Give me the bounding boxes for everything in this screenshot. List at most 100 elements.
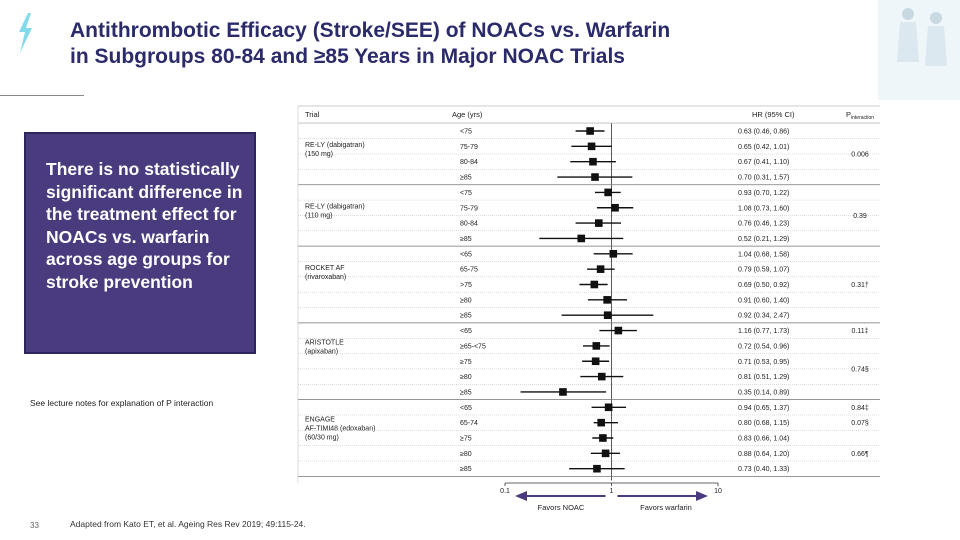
trial-name: RE-LY (dabigatran) — [305, 142, 365, 149]
hr-text: 1.08 (0.73, 1.60) — [738, 205, 789, 212]
header-age: Age (yrs) — [452, 110, 483, 119]
hr-marker — [603, 311, 612, 319]
hr-marker — [591, 173, 599, 181]
hr-marker — [589, 157, 597, 166]
clinicians-photo-icon — [878, 0, 960, 100]
hr-text: 0.73 (0.40, 1.33) — [738, 466, 789, 473]
hr-text: 0.70 (0.31, 1.57) — [738, 175, 789, 182]
header-trial: Trial — [305, 110, 320, 119]
trial-name: (110 mg) — [305, 212, 333, 219]
hr-text: 0.65 (0.42, 1.01) — [738, 144, 789, 151]
x-tick-label: 0.1 — [500, 488, 510, 495]
hr-marker — [587, 142, 596, 151]
age-label: 80-84 — [460, 221, 478, 228]
hr-marker — [586, 127, 594, 135]
hr-marker — [614, 326, 623, 335]
hr-marker — [597, 372, 606, 381]
hr-marker — [604, 403, 613, 412]
trial-name: (apixaban) — [305, 349, 338, 356]
age-label: ≥80 — [460, 451, 472, 458]
header-divider — [0, 95, 84, 96]
callout-text: There is no statistically significant di… — [46, 159, 243, 292]
hr-marker — [592, 342, 601, 350]
age-label: <75 — [460, 190, 472, 197]
trial-name: (rivaroxaban) — [305, 274, 346, 281]
hr-text: 0.69 (0.50, 0.92) — [738, 282, 789, 289]
hr-marker — [603, 296, 611, 304]
trial-name: ARISTOTLE — [305, 340, 344, 347]
age-label: 65-75 — [460, 267, 478, 274]
age-label: ≥85 — [460, 175, 472, 182]
hr-text: 0.83 (0.66, 1.04) — [738, 436, 789, 443]
hr-marker — [599, 434, 607, 442]
favors-warfarin-label: Favors warfarin — [640, 503, 692, 512]
hr-text: 0.88 (0.64, 1.20) — [738, 451, 789, 458]
hr-text: 0.91 (0.60, 1.40) — [738, 297, 789, 304]
header-p-subscript: interaction — [851, 115, 874, 121]
age-label: ≥85 — [460, 389, 472, 396]
age-label: ≥85 — [460, 466, 472, 473]
age-label: ≥65-<75 — [460, 343, 486, 350]
hr-marker — [577, 234, 586, 243]
hr-text: 0.71 (0.53, 0.95) — [738, 359, 789, 366]
favors-warfarin-arrow — [617, 491, 708, 501]
footnote: See lecture notes for explanation of P i… — [30, 398, 214, 408]
hr-marker — [604, 188, 612, 197]
trial-name: (60/30 mg) — [305, 434, 339, 441]
age-label: 65-74 — [460, 420, 478, 427]
hr-text: 0.93 (0.70, 1.22) — [738, 190, 789, 197]
hr-marker — [593, 464, 601, 473]
x-tick-label: 10 — [714, 488, 722, 495]
age-label: ≥75 — [460, 359, 472, 366]
favors-noac-arrow — [515, 491, 606, 501]
trial-name: ENGAGE — [305, 416, 335, 423]
p-interaction-value: 0.31† — [851, 282, 869, 289]
callout-box: There is no statistically significant di… — [24, 132, 256, 354]
trial-name: RE-LY (dabigatran) — [305, 203, 365, 210]
age-label: <75 — [460, 129, 472, 136]
p-interaction-value: 0.39 — [853, 213, 867, 220]
p-interaction-value: 0.006 — [851, 152, 869, 159]
lightning-logo-icon — [19, 13, 32, 53]
hr-marker — [559, 388, 567, 396]
header-hr: HR (95% CI) — [752, 110, 795, 119]
trial-name: ROCKET AF — [305, 265, 345, 272]
hr-text: 0.52 (0.21, 1.29) — [738, 236, 789, 243]
title-line-2: in Subgroups 80-84 and ≥85 Years in Majo… — [70, 45, 625, 68]
age-label: ≥80 — [460, 297, 472, 304]
trial-name: AF-TIMI48 (edoxaban) — [305, 425, 375, 432]
x-tick-label: 1 — [610, 488, 614, 495]
hr-marker — [591, 357, 600, 366]
p-interaction-value: 0.11‡ — [852, 328, 869, 335]
hr-marker — [596, 265, 605, 273]
hr-text: 0.35 (0.14, 0.89) — [738, 389, 789, 396]
hr-text: 1.16 (0.77, 1.73) — [738, 328, 789, 335]
age-label: >75 — [460, 282, 472, 289]
p-interaction-value: 0.74§ — [851, 366, 869, 373]
page-number: 33 — [30, 521, 39, 530]
hr-marker — [597, 418, 605, 427]
hr-marker — [590, 280, 599, 289]
p-interaction-value: 0.84‡ — [851, 405, 869, 412]
hr-text: 0.79 (0.59, 1.07) — [738, 267, 789, 274]
title-line-1: Antithrombotic Efficacy (Stroke/SEE) of … — [70, 19, 671, 42]
hr-text: 1.04 (0.68, 1.58) — [738, 251, 789, 258]
hr-text: 0.76 (0.46, 1.23) — [738, 221, 789, 228]
hr-marker — [601, 449, 610, 458]
age-label: 75-79 — [460, 205, 478, 212]
hr-text: 0.72 (0.54, 0.96) — [738, 343, 789, 350]
age-label: <65 — [460, 405, 472, 412]
favors-noac-label: Favors NOAC — [538, 503, 585, 512]
hr-text: 0.80 (0.68, 1.15) — [738, 420, 789, 427]
hr-marker — [609, 250, 618, 258]
age-label: ≥80 — [460, 374, 472, 381]
hr-text: 0.81 (0.51, 1.29) — [738, 374, 789, 381]
hr-marker — [611, 203, 619, 212]
age-label: 75-79 — [460, 144, 478, 151]
age-label: 80-84 — [460, 159, 478, 166]
hr-text: 0.92 (0.34, 2.47) — [738, 313, 789, 320]
hr-text: 0.63 (0.46, 0.86) — [738, 129, 789, 136]
header-p: Pinteraction — [846, 110, 874, 121]
age-label: ≥75 — [460, 436, 472, 443]
